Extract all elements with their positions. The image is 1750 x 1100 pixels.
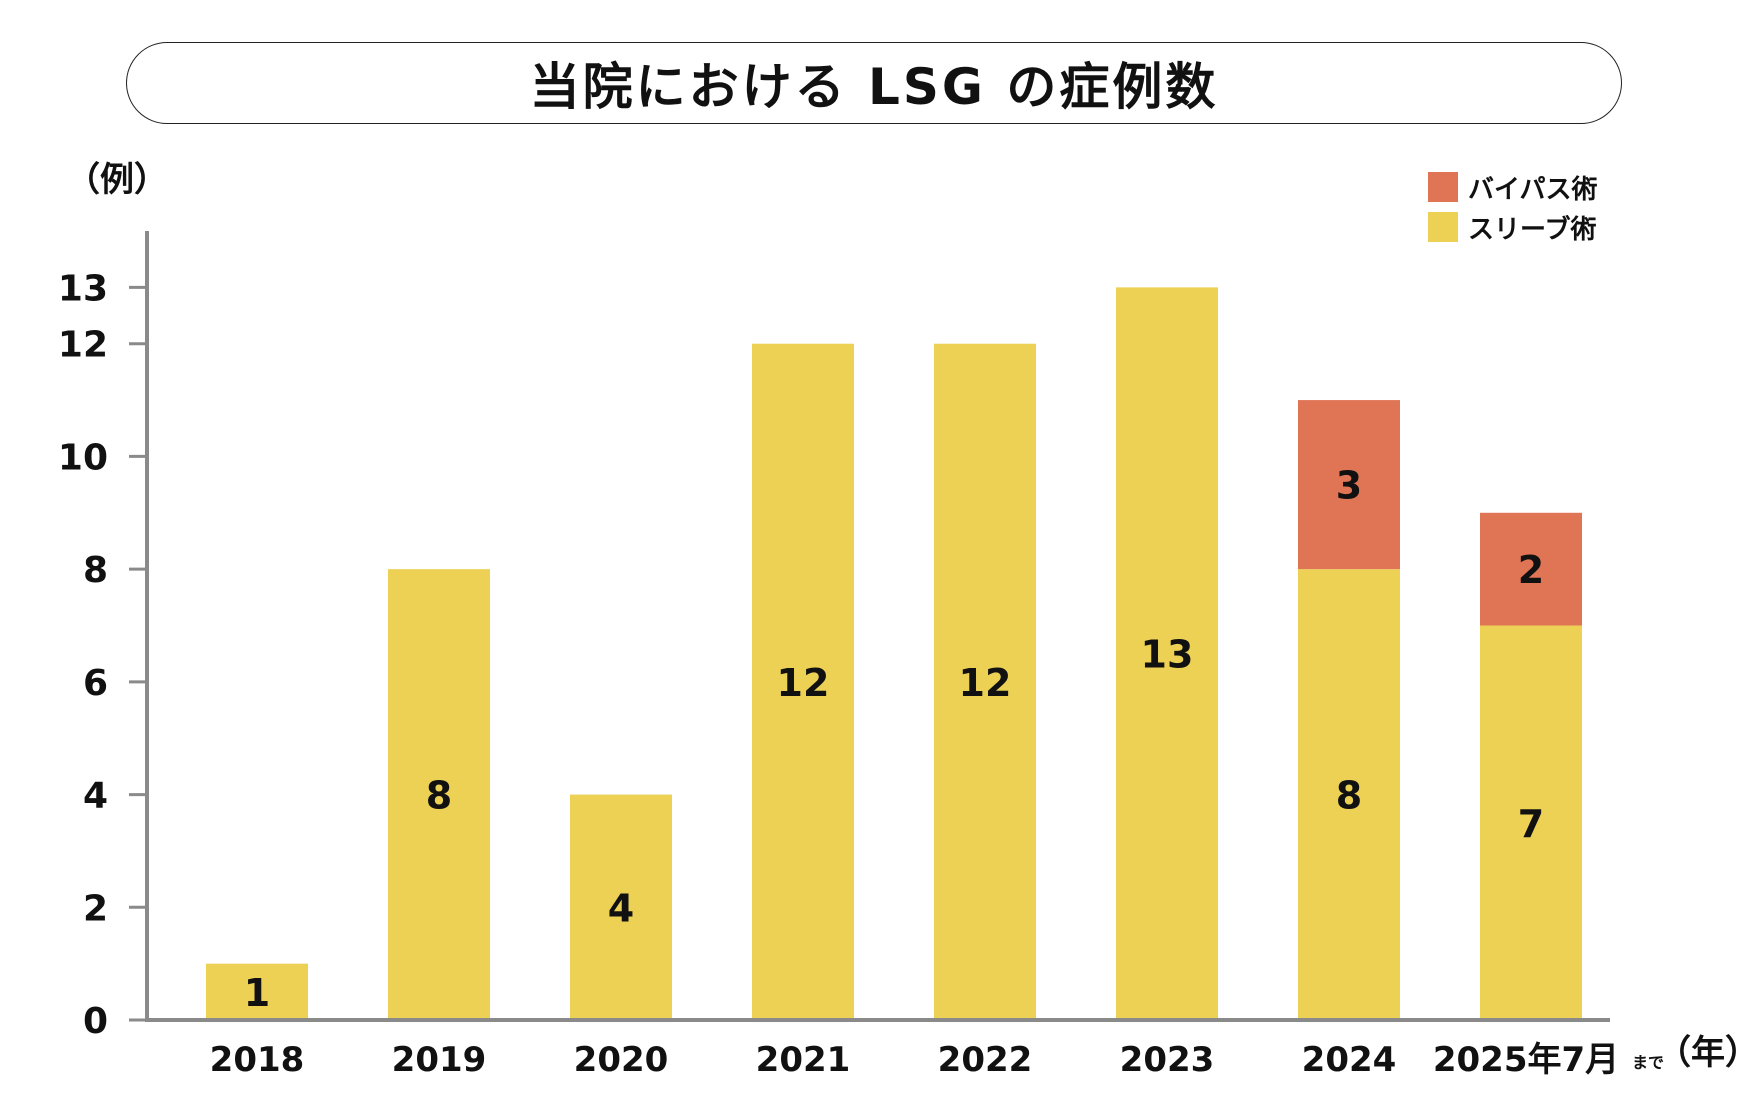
bar-bypass-2025年7月: [1480, 512, 1582, 626]
x-tick-layer: 2018 2019 2020 2021 2022 2023 2024 2025年7月: [210, 1040, 1619, 1080]
x-tick-label-2021: 2021: [756, 1040, 851, 1080]
legend: バイパス術 スリーブ術: [1428, 167, 1597, 247]
legend-label-bypass: バイパス術: [1468, 174, 1598, 205]
x-tick-label-2018: 2018: [210, 1040, 305, 1080]
legend-swatch-bypass: [1428, 172, 1458, 202]
x-axis-note: まで: [1632, 1053, 1665, 1072]
y-axis-label: （例）: [66, 160, 168, 200]
y-tick-label-6: 6: [83, 663, 108, 704]
x-tick-label-2023: 2023: [1120, 1040, 1215, 1080]
bar-sleeve-2022: [934, 343, 1036, 1020]
bar-value-label-sleeve-2020: 4: [608, 886, 634, 930]
bar-value-label-sleeve-2018: 1: [244, 971, 270, 1015]
bar-bypass-2024: [1298, 400, 1400, 570]
legend-swatch-sleeve: [1428, 212, 1458, 242]
y-tick-label-8: 8: [83, 550, 108, 591]
chart-title-box: 当院における LSG の症例数: [126, 42, 1622, 124]
bar-sleeve-2019: [388, 569, 490, 1020]
bar-sleeve-2024: [1298, 569, 1400, 1020]
bar-sleeve-2021: [752, 343, 854, 1020]
x-tick-label-2022: 2022: [938, 1040, 1033, 1080]
bar-value-label-bypass-2025年7月: 2: [1518, 548, 1544, 592]
legend-item-sleeve: スリーブ術: [1428, 207, 1597, 247]
bar-value-label-sleeve-2021: 12: [777, 661, 830, 705]
y-tick-label-0: 0: [83, 1001, 108, 1042]
bar-value-label-sleeve-2022: 12: [959, 661, 1012, 705]
y-tick-label-12: 12: [58, 325, 108, 366]
x-tick-label-2020: 2020: [574, 1040, 669, 1080]
bar-label-layer: 1 8 4 12 12 13 8 3 7 2: [244, 464, 1544, 1015]
legend-label-sleeve: スリーブ術: [1468, 214, 1597, 245]
bar-sleeve-2018: [206, 963, 308, 1020]
y-tick-label-4: 4: [83, 776, 108, 817]
bar-value-label-sleeve-2019: 8: [426, 774, 452, 818]
x-tick-label-2025年7月: 2025年7月: [1433, 1040, 1619, 1080]
y-tick-label-10: 10: [58, 437, 108, 478]
bar-value-label-sleeve-2024: 8: [1336, 774, 1362, 818]
bar-value-label-bypass-2024: 3: [1336, 464, 1362, 508]
bar-value-label-sleeve-2023: 13: [1141, 633, 1194, 677]
bar-sleeve-2025年7月: [1480, 625, 1582, 1020]
bar-value-label-sleeve-2025年7月: 7: [1518, 802, 1544, 846]
x-axis-label: （年）: [1657, 1033, 1750, 1073]
bar-sleeve-2020: [570, 794, 672, 1020]
y-tick-label-13: 13: [58, 268, 108, 309]
bar-layer: [206, 287, 1582, 1020]
x-tick-label-2019: 2019: [392, 1040, 487, 1080]
y-tick-label-2: 2: [83, 888, 108, 929]
x-tick-label-2024: 2024: [1302, 1040, 1397, 1080]
axes-layer: [145, 231, 1610, 1022]
bar-sleeve-2023: [1116, 287, 1218, 1020]
chart-title: 当院における LSG の症例数: [529, 58, 1219, 116]
legend-item-bypass: バイパス術: [1428, 167, 1597, 207]
y-tick-layer: 0 2 4 6 8 10 12 13: [58, 268, 147, 1042]
